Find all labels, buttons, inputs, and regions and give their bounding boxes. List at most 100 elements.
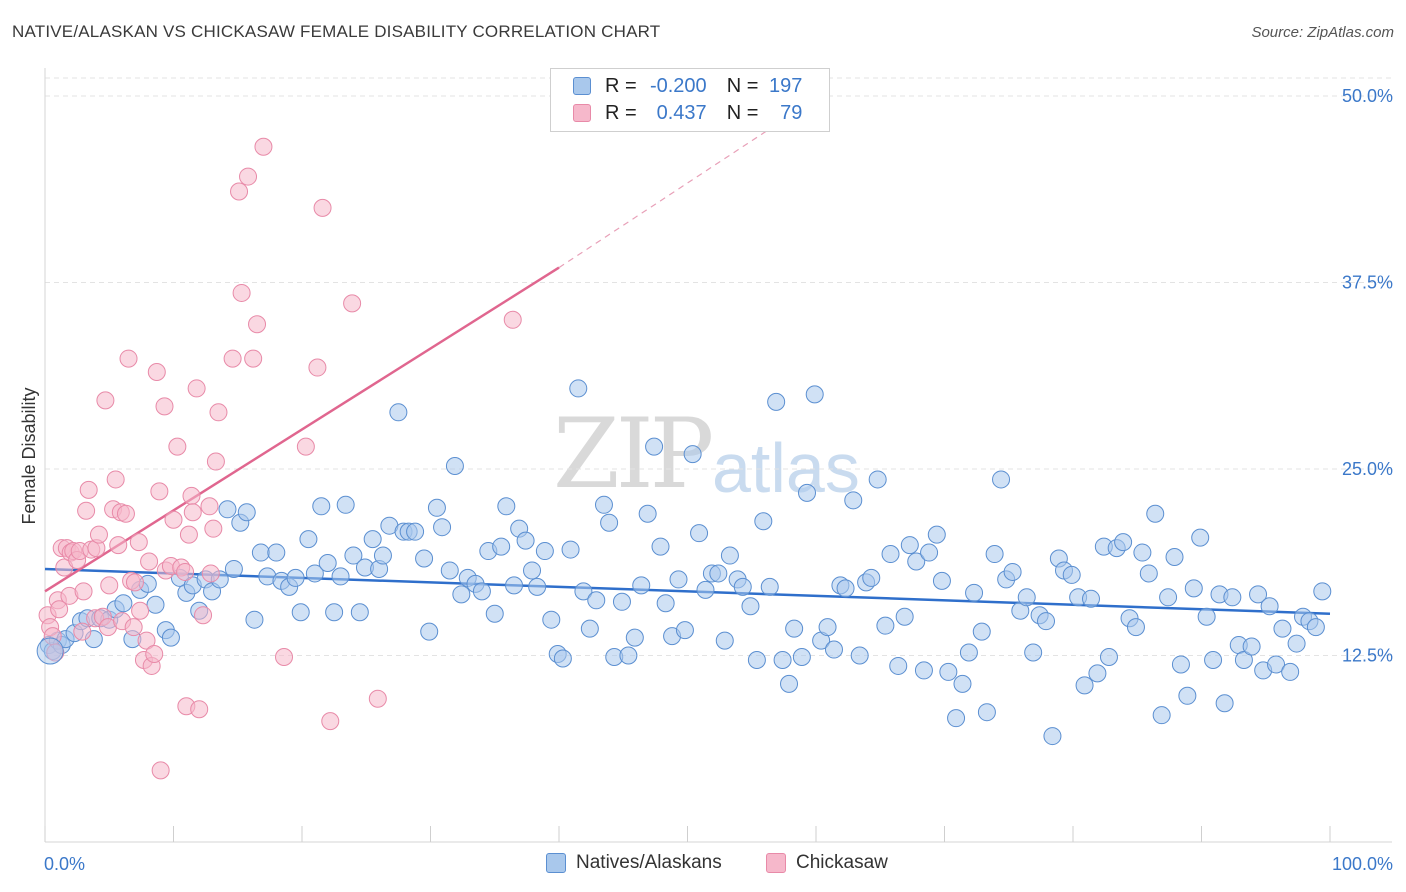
bottom-legend-label: Chickasaw (796, 852, 888, 873)
data-point (452, 585, 471, 604)
data-point (619, 646, 638, 665)
data-point (844, 491, 863, 510)
x-tick-label: 100.0% (1332, 854, 1393, 874)
data-point (237, 503, 256, 522)
data-point (155, 397, 174, 416)
data-point (594, 495, 613, 514)
bottom-legend-label: Natives/Alaskans (576, 852, 722, 873)
data-point (1306, 618, 1325, 637)
y-tick-label: 25.0% (1342, 459, 1393, 479)
bottom-legend-natives: Natives/Alaskans (546, 852, 722, 874)
data-point (1075, 676, 1094, 695)
data-point (1267, 655, 1286, 674)
data-point (492, 537, 511, 556)
data-point (959, 643, 978, 662)
data-point (760, 577, 779, 596)
data-point (313, 198, 332, 217)
data-point (291, 603, 310, 622)
data-point (406, 522, 425, 541)
data-point (343, 294, 362, 313)
data-point (168, 437, 187, 456)
chart-title: NATIVE/ALASKAN VS CHICKASAW FEMALE DISAB… (12, 22, 661, 41)
data-point (1178, 686, 1197, 705)
data-point (805, 385, 824, 404)
data-point (325, 603, 344, 622)
legend-n-value: 79 (780, 101, 803, 124)
data-point (308, 358, 327, 377)
data-point (445, 457, 464, 476)
data-point (1165, 548, 1184, 567)
legend-n-label: N = (726, 74, 759, 97)
data-point (569, 379, 588, 398)
data-point (773, 650, 792, 669)
series-chickasaw (38, 137, 522, 780)
data-point (124, 618, 143, 637)
data-point (1287, 634, 1306, 653)
data-point (709, 564, 728, 583)
data-point (715, 631, 734, 650)
data-point (204, 519, 223, 538)
bottom-swatch-natives (546, 853, 566, 873)
data-point (224, 559, 243, 578)
data-point (183, 503, 202, 522)
data-point (992, 470, 1011, 489)
data-point (321, 712, 340, 731)
data-point (137, 631, 156, 650)
data-point (612, 592, 631, 611)
source-label: Source: ZipAtlas.com (1251, 24, 1394, 41)
data-point (267, 543, 286, 562)
data-point (907, 552, 926, 571)
data-point (1234, 650, 1253, 669)
data-point (350, 603, 369, 622)
data-point (953, 674, 972, 693)
data-point (733, 577, 752, 596)
data-point (305, 564, 324, 583)
data-point (798, 483, 817, 502)
data-point (232, 283, 251, 302)
data-point (1017, 588, 1036, 607)
data-point (312, 497, 331, 516)
data-point (767, 392, 786, 411)
data-point (89, 525, 108, 544)
data-point (553, 649, 572, 668)
data-point (389, 403, 408, 422)
data-point (106, 470, 125, 489)
data-point (1260, 597, 1279, 616)
data-point (100, 576, 119, 595)
data-point (209, 403, 228, 422)
data-point (1223, 588, 1242, 607)
data-point (363, 530, 382, 549)
data-point (503, 310, 522, 329)
data-point (656, 594, 675, 613)
data-point (580, 619, 599, 638)
data-point (1171, 655, 1190, 674)
y-axis-label: Female Disability (19, 387, 39, 524)
data-point (182, 486, 201, 505)
data-point (119, 349, 138, 368)
data-point (129, 533, 148, 552)
data-point (1139, 564, 1158, 583)
data-point (176, 562, 195, 581)
data-point (600, 513, 619, 532)
data-point (505, 576, 524, 595)
data-point (114, 594, 133, 613)
data-point (818, 618, 837, 637)
data-point (632, 576, 651, 595)
data-point (415, 549, 434, 568)
data-point (190, 700, 209, 719)
data-point (244, 349, 263, 368)
data-point (985, 545, 1004, 564)
data-point (109, 536, 128, 555)
data-point (939, 662, 958, 681)
data-point (1003, 562, 1022, 581)
data-point (187, 379, 206, 398)
data-point (850, 646, 869, 665)
data-point (561, 540, 580, 559)
data-point (780, 674, 799, 693)
y-tick-label: 50.0% (1342, 86, 1393, 106)
data-point (151, 761, 170, 780)
data-point (254, 137, 273, 156)
data-point (920, 543, 939, 562)
data-point (932, 571, 951, 590)
data-point (131, 601, 150, 620)
